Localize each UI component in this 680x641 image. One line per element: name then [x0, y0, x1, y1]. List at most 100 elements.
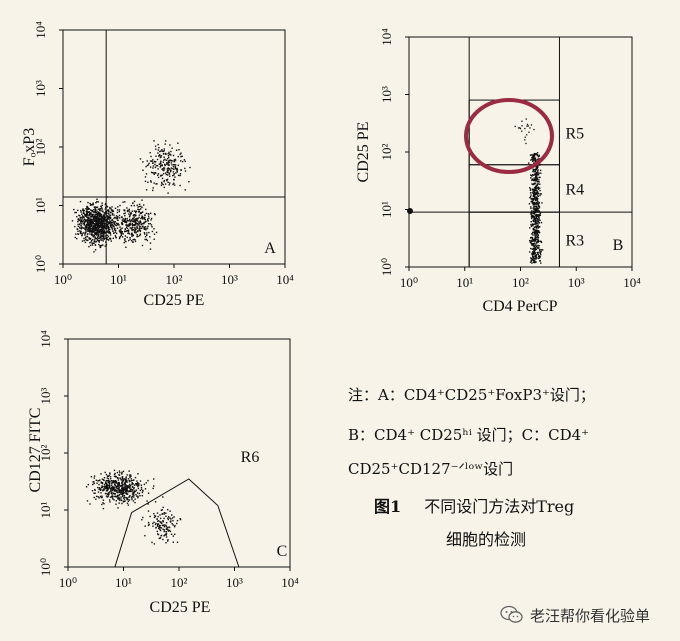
- event-dot: [535, 186, 538, 188]
- event-dot: [101, 486, 104, 488]
- event-dot: [536, 193, 538, 195]
- event-dot: [152, 187, 154, 189]
- event-dot: [162, 520, 164, 523]
- event-dot: [169, 170, 172, 173]
- event-dot: [160, 160, 162, 162]
- event-dot: [144, 180, 147, 182]
- event-dot: [94, 224, 96, 226]
- event-dot: [113, 490, 116, 492]
- event-dot: [148, 523, 150, 526]
- event-dot: [532, 195, 534, 197]
- event-dot: [150, 224, 153, 226]
- event-dot: [104, 203, 107, 206]
- event-dot: [124, 500, 126, 502]
- event-dot: [126, 489, 128, 491]
- event-dot: [536, 194, 539, 196]
- event-dot: [125, 487, 128, 490]
- event-dot: [104, 487, 107, 489]
- event-dot: [163, 534, 166, 536]
- event-dot: [536, 154, 539, 156]
- event-dot: [535, 261, 537, 263]
- event-dot: [91, 242, 93, 245]
- event-dot: [107, 217, 109, 220]
- event-dot: [100, 205, 102, 207]
- event-dot: [85, 486, 88, 488]
- event-dot: [103, 233, 105, 236]
- event-dot: [115, 503, 117, 505]
- event-dot: [530, 201, 532, 203]
- event-dot: [84, 231, 87, 234]
- event-dot: [153, 173, 155, 175]
- event-dot: [87, 211, 90, 213]
- event-dot: [534, 261, 536, 264]
- event-dot: [75, 233, 77, 235]
- event-dot: [94, 232, 96, 235]
- event-dot: [105, 486, 107, 488]
- event-dot: [532, 179, 534, 182]
- event-dot: [529, 241, 532, 244]
- event-dot: [107, 215, 110, 217]
- event-dot: [102, 488, 105, 490]
- event-dot: [537, 227, 539, 229]
- event-dot: [135, 228, 137, 230]
- event-dot: [88, 214, 90, 216]
- event-dot: [134, 221, 137, 223]
- event-dot: [91, 203, 93, 206]
- event-dot: [131, 480, 133, 482]
- event-dot: [114, 231, 117, 233]
- event-dot: [535, 178, 537, 180]
- event-dot: [143, 483, 146, 486]
- event-dot: [127, 500, 130, 502]
- event-dot: [132, 483, 134, 485]
- event-dot: [168, 169, 170, 171]
- event-dot: [83, 219, 85, 221]
- event-dot: [533, 223, 535, 225]
- event-dot: [111, 488, 113, 490]
- event-dot: [96, 239, 98, 241]
- event-dot: [163, 529, 165, 531]
- panel-c-x-tick-label: 10¹: [115, 575, 132, 590]
- event-dot: [533, 231, 535, 233]
- panel-b-x-tick-label: 10⁰: [400, 275, 418, 290]
- event-dot: [539, 183, 541, 185]
- event-dot: [106, 206, 109, 208]
- event-dot: [104, 222, 107, 225]
- panel-b-dots: [514, 118, 544, 264]
- event-dot: [124, 485, 126, 488]
- event-dot: [101, 228, 103, 230]
- event-dot: [172, 164, 175, 166]
- event-dot: [163, 166, 165, 169]
- event-dot: [535, 209, 538, 211]
- event-dot: [141, 519, 143, 521]
- event-dot: [535, 205, 537, 208]
- event-dot: [533, 257, 536, 259]
- event-dot: [159, 528, 161, 531]
- event-dot: [115, 217, 117, 219]
- event-dot: [155, 522, 157, 525]
- event-dot: [537, 233, 539, 236]
- event-dot: [100, 218, 102, 220]
- event-dot: [87, 221, 89, 223]
- event-dot: [108, 232, 111, 234]
- event-dot: [133, 231, 136, 234]
- event-dot: [82, 227, 84, 229]
- event-dot: [175, 149, 178, 151]
- event-dot: [109, 216, 111, 218]
- event-dot: [95, 232, 97, 235]
- event-dot: [122, 487, 124, 490]
- event-dot: [530, 159, 532, 161]
- event-dot: [106, 219, 108, 221]
- panel-a-x-tick-label: 10³: [221, 272, 238, 287]
- event-dot: [135, 219, 138, 221]
- event-dot: [114, 475, 117, 477]
- event-dot: [163, 186, 165, 189]
- event-dot: [184, 189, 186, 191]
- event-dot: [535, 153, 537, 155]
- event-dot: [122, 497, 125, 499]
- event-dot: [134, 220, 136, 222]
- event-dot: [181, 160, 184, 163]
- event-dot: [533, 192, 536, 194]
- event-dot: [119, 231, 122, 233]
- event-dot: [531, 178, 534, 180]
- event-dot: [120, 230, 122, 232]
